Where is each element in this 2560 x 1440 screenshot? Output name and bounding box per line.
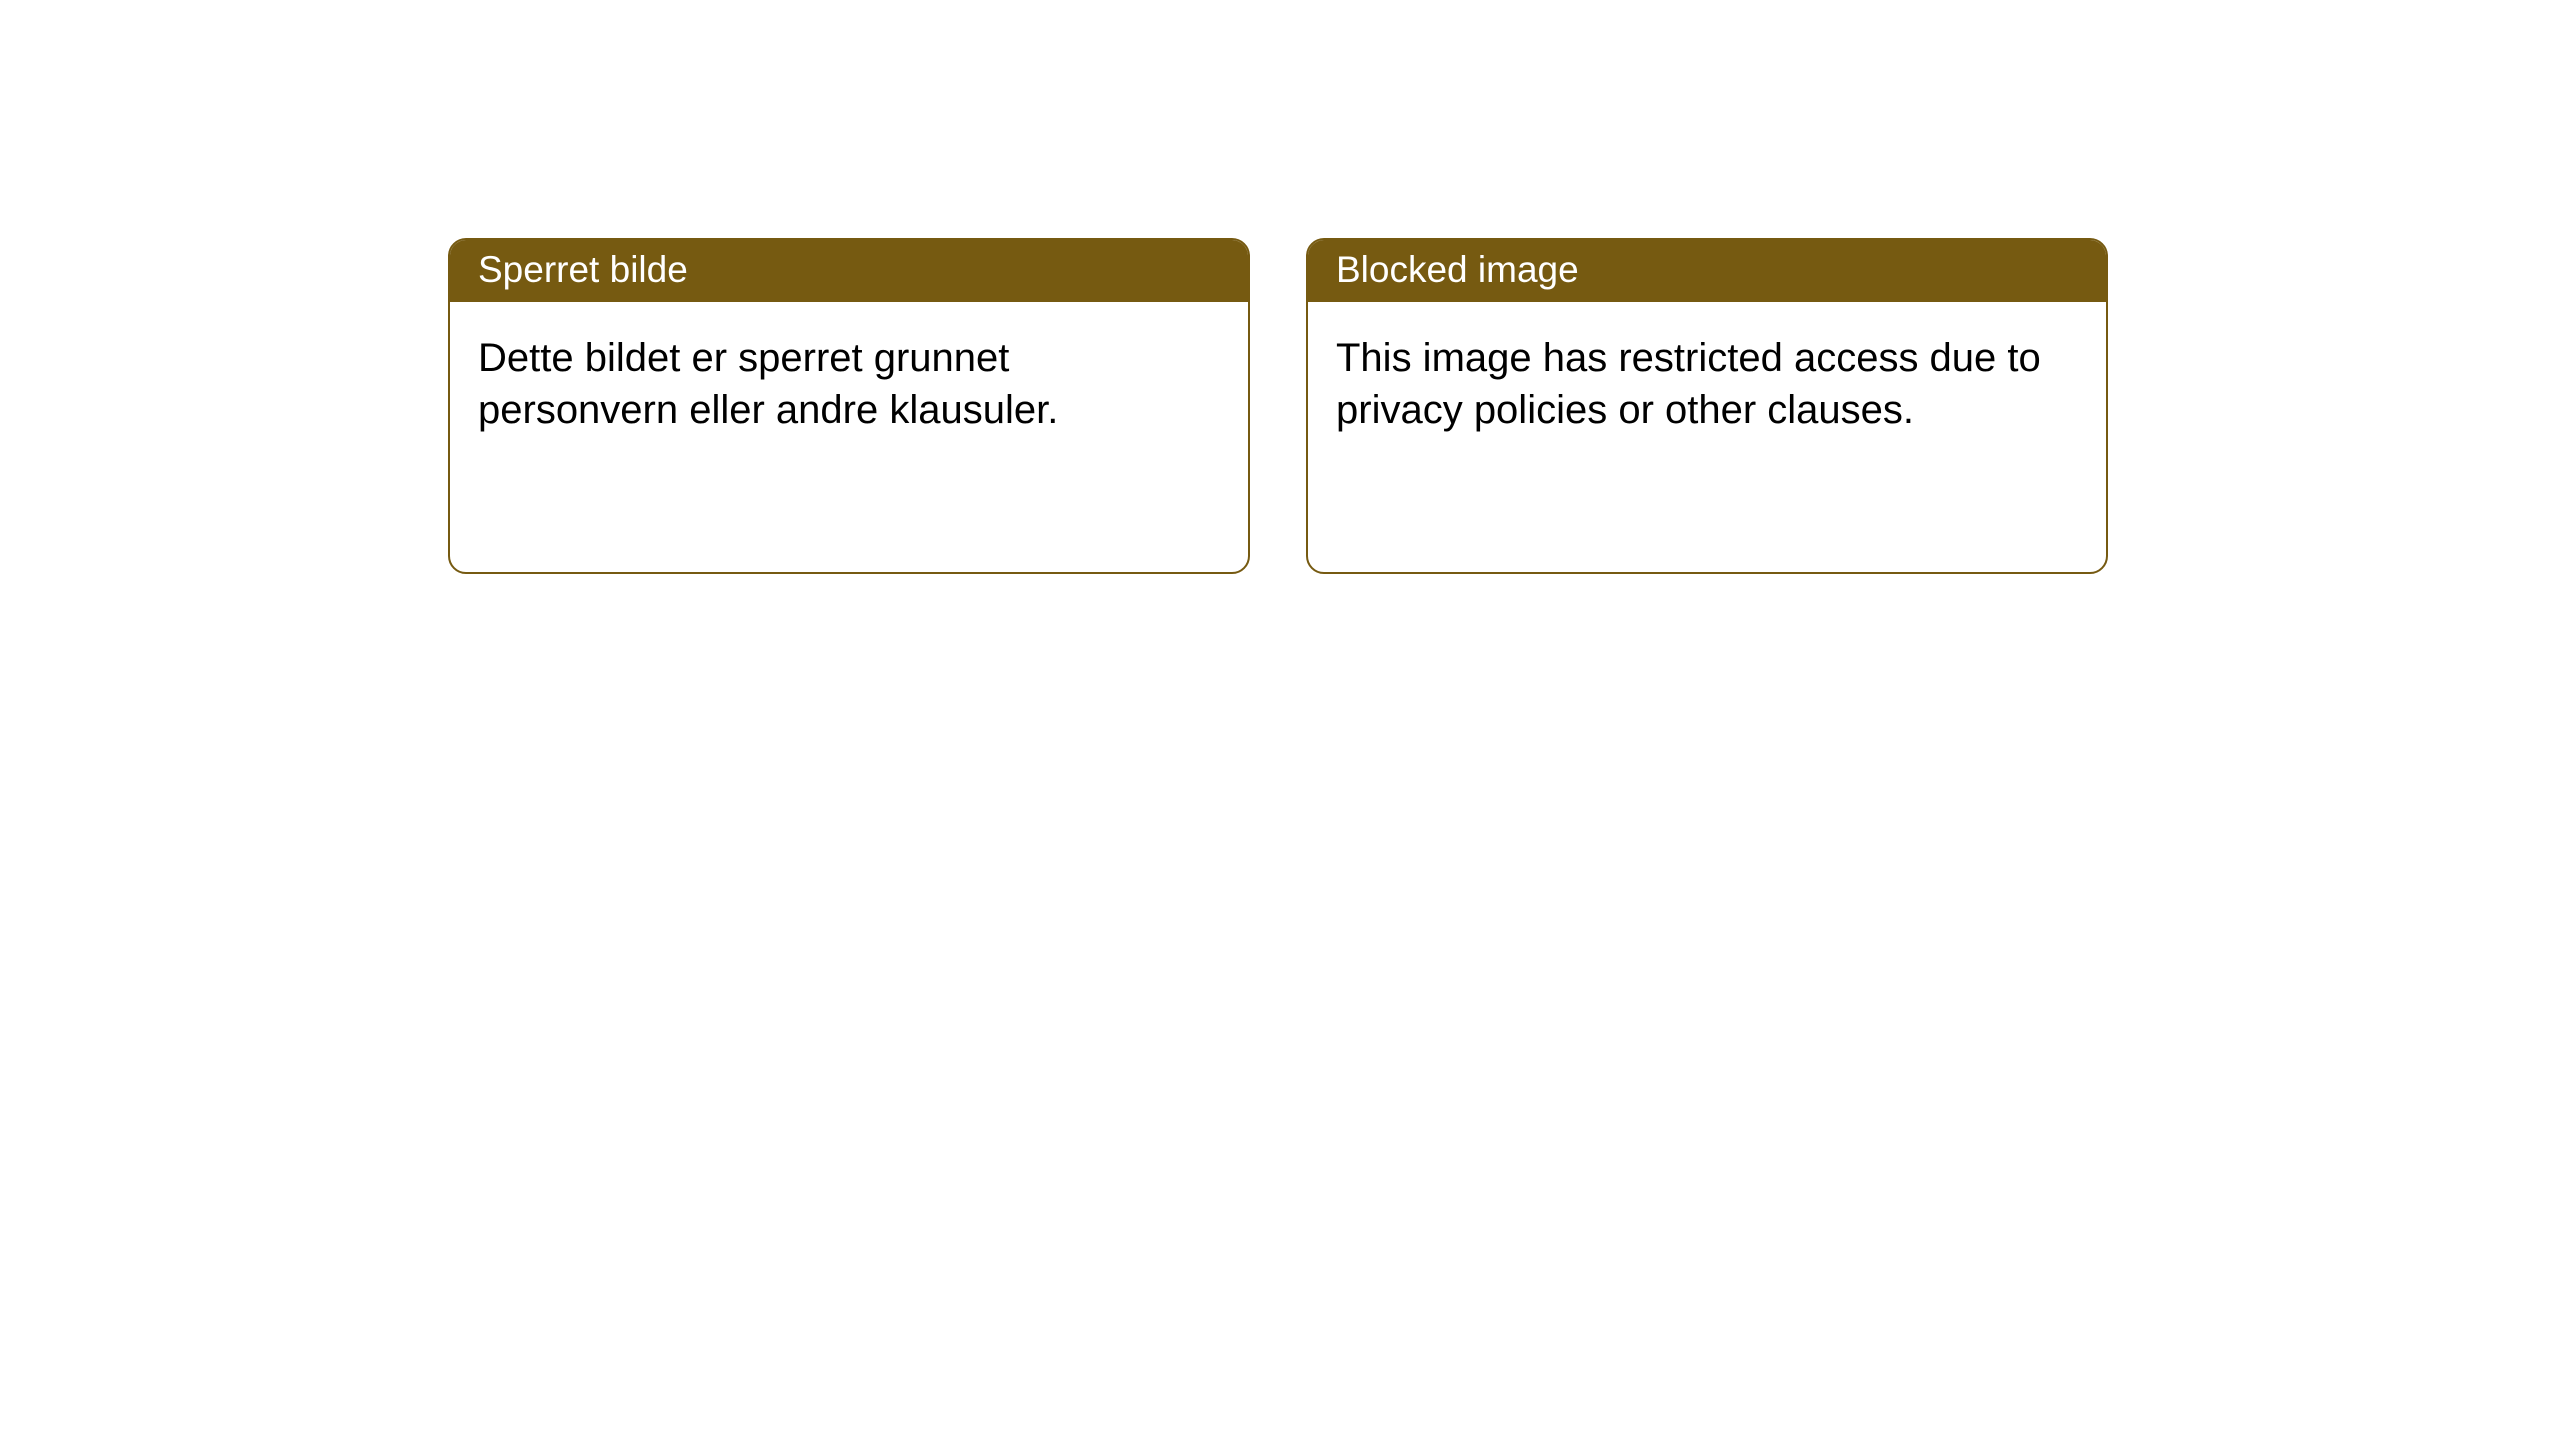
notice-body-norwegian: Dette bildet er sperret grunnet personve… [450, 302, 1248, 572]
notice-container: Sperret bilde Dette bildet er sperret gr… [0, 0, 2560, 574]
notice-title-norwegian: Sperret bilde [450, 240, 1248, 302]
notice-body-english: This image has restricted access due to … [1308, 302, 2106, 572]
notice-card-english: Blocked image This image has restricted … [1306, 238, 2108, 574]
notice-title-english: Blocked image [1308, 240, 2106, 302]
notice-card-norwegian: Sperret bilde Dette bildet er sperret gr… [448, 238, 1250, 574]
